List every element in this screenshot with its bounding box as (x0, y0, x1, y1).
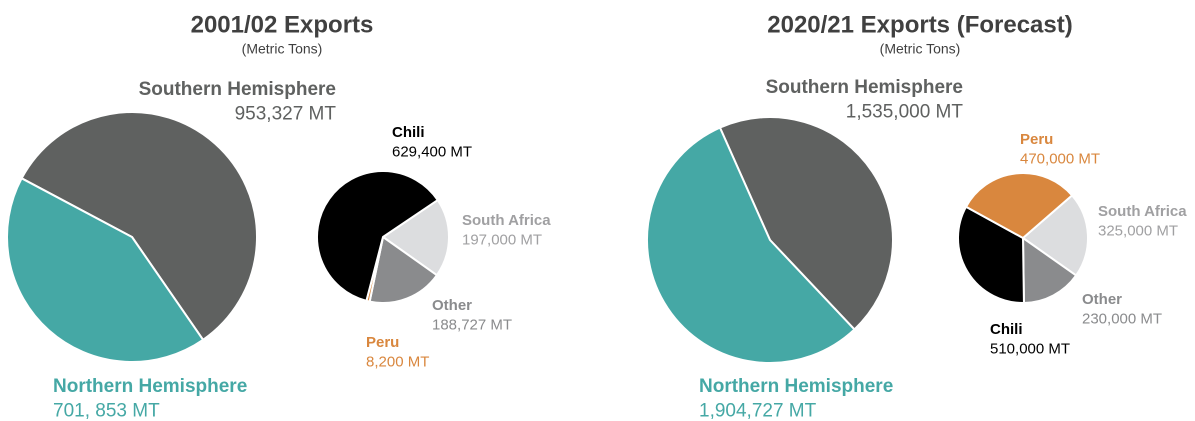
slice-name: Peru (366, 334, 399, 351)
slice-name: Chili (990, 321, 1023, 338)
slice-name: Southern Hemisphere (766, 77, 963, 98)
slice-name: Northern Hemisphere (699, 376, 893, 397)
pie-slice (6, 177, 205, 363)
slice-value-label: 629,400 MT (392, 143, 472, 160)
chart-subtitle: (Metric Tons) (880, 41, 961, 57)
slice-value-label: 953,327 MT (235, 104, 337, 125)
slice-name: Northern Hemisphere (53, 376, 247, 397)
slice-name: South Africa (1098, 203, 1187, 220)
pie-slice (957, 205, 1025, 304)
slice-value-label: 8,200 MT (366, 353, 429, 370)
slice-name: Chili (392, 124, 425, 141)
slice-name: Other (432, 297, 472, 314)
chart-title: 2001/02 Exports (191, 11, 374, 38)
slice-value-label: 1,535,000 MT (846, 102, 964, 123)
pie-slice (718, 116, 894, 331)
pie-slice (382, 199, 450, 277)
slice-value-label: 701, 853 MT (53, 401, 160, 421)
slice-value-label: 510,000 MT (990, 340, 1070, 357)
pie-slice (316, 170, 439, 302)
pie-slice (1022, 194, 1090, 277)
slice-name: Other (1082, 291, 1122, 308)
pie-slice (368, 236, 438, 304)
slice-value-label: 325,000 MT (1098, 222, 1178, 239)
pie-slice (1022, 237, 1078, 304)
slice-value-label: 1,904,727 MT (699, 401, 817, 421)
slice-value-label: 230,000 MT (1082, 310, 1162, 327)
pie-slice (646, 126, 856, 364)
slice-value-label: 470,000 MT (1020, 150, 1100, 167)
slice-value-label: 197,000 MT (462, 231, 542, 248)
pie-slice (965, 172, 1074, 239)
pie-slice (20, 111, 258, 341)
chart-title: 2020/21 Exports (Forecast) (767, 11, 1072, 38)
chart-subtitle: (Metric Tons) (242, 41, 323, 57)
slice-name: Peru (1020, 131, 1053, 148)
slice-value-label: 188,727 MT (432, 316, 512, 333)
slice-name: South Africa (462, 212, 551, 229)
slice-name: Southern Hemisphere (139, 79, 336, 100)
